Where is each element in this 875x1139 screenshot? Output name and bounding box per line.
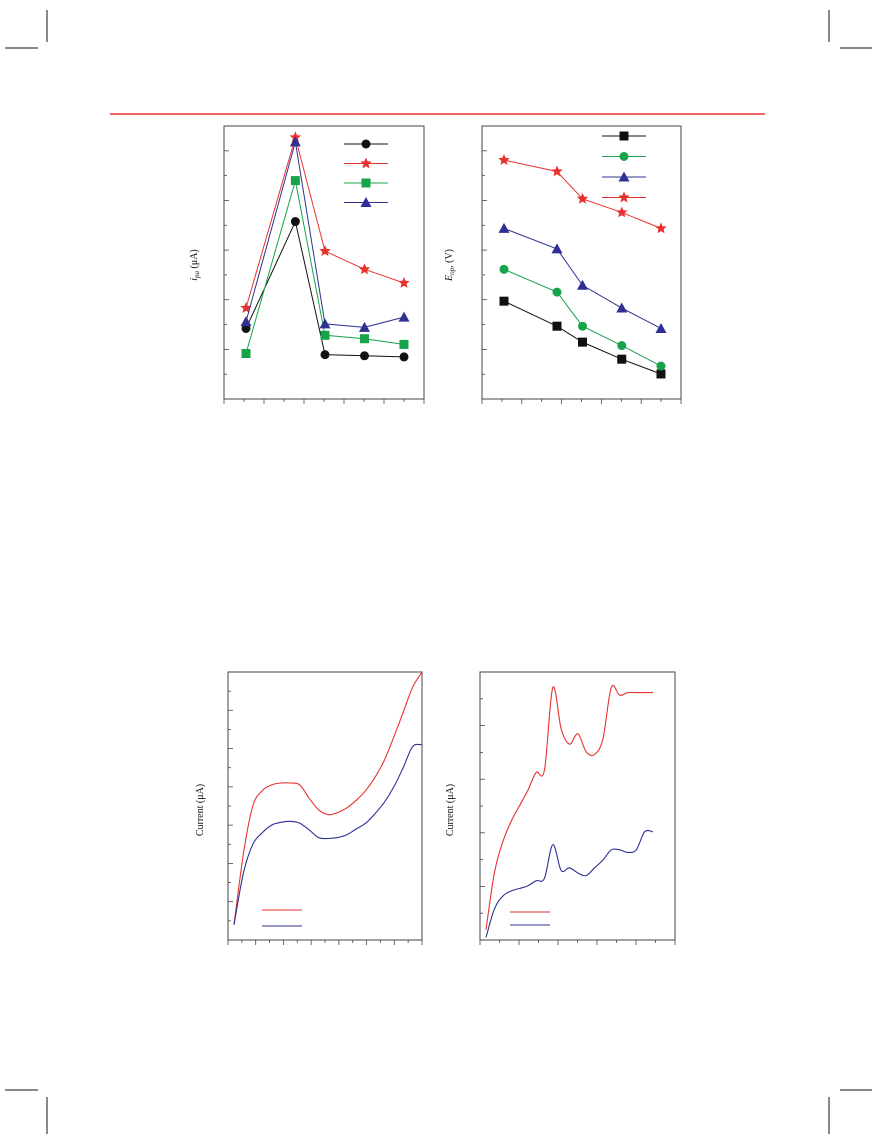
data-point [240,316,252,327]
data-point [498,154,510,165]
data-point [551,243,563,254]
data-point [656,369,666,379]
data-point [617,354,627,364]
data-point [319,245,331,256]
series-line [503,227,662,329]
legend-marker [619,152,629,161]
y-axis-label: Current (μA) [445,784,456,836]
series-line [245,135,405,309]
data-point [360,334,369,344]
plot-frame [227,671,423,941]
chart-voltammogram-left: Current (μA) [195,671,423,945]
data-point [576,192,589,204]
data-point [577,279,588,290]
legend-marker [361,139,371,149]
data-point [241,323,251,333]
series-curve [485,829,654,938]
data-point [320,350,330,360]
y-axis-label: Current (μA) [195,784,206,836]
plot-frame [479,671,676,941]
data-point [552,287,562,297]
data-point [655,322,667,333]
data-point [499,264,509,274]
series-curve [233,743,423,925]
data-point [498,222,510,233]
data-point [289,136,301,147]
data-point [616,302,628,313]
data-point [578,337,587,347]
chart-oxidation-potential: Eop, (V) [444,125,682,404]
legend-marker [360,197,372,207]
data-point [399,339,409,349]
data-point [578,321,587,331]
data-point [656,361,666,371]
data-point [551,165,563,177]
data-point [399,352,409,362]
series-line [245,141,405,328]
legend-marker [361,178,371,188]
legend-marker [360,157,372,169]
y-axis-label: Eop, (V) [444,249,456,282]
data-point [359,321,370,332]
legend-marker [619,131,629,141]
data-point [552,321,562,331]
data-point [290,176,300,186]
data-point [499,296,509,306]
series-curve [485,684,653,930]
series-line [503,300,662,375]
data-point [616,206,628,218]
data-point [241,349,251,358]
chart-voltammogram-right: Current (μA) [445,671,676,945]
data-point [617,341,627,351]
legend-marker [618,171,630,182]
data-point [360,351,369,361]
chart-peak-current: ipa (μA) [189,125,425,404]
data-point [320,330,330,340]
y-axis-label: ipa (μA) [189,249,201,281]
series-curve [233,671,423,925]
data-point [319,318,331,329]
data-point [358,263,371,275]
data-point [398,311,410,322]
data-point [398,277,410,288]
plot-frame [481,125,682,400]
crop-marks [5,10,872,1134]
data-point [655,222,667,234]
legend-marker [618,191,630,203]
data-point [290,217,300,227]
